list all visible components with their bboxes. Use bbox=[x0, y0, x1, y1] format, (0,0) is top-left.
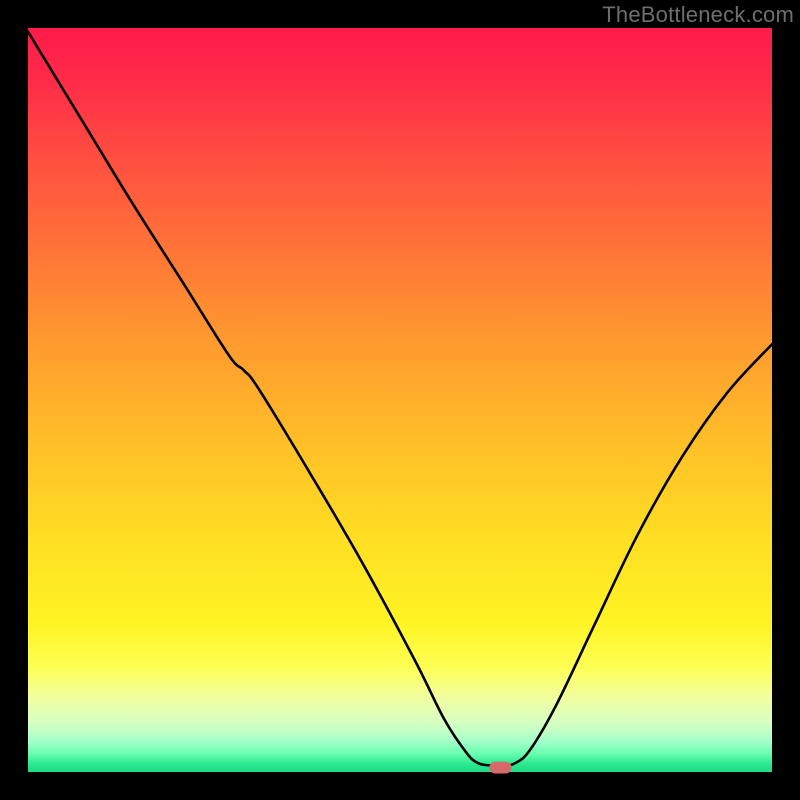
optimal-marker bbox=[489, 762, 511, 774]
chart-gradient-bg bbox=[28, 28, 772, 772]
chart-root: TheBottleneck.com bbox=[0, 0, 800, 800]
watermark-text: TheBottleneck.com bbox=[602, 2, 794, 28]
bottleneck-chart bbox=[0, 0, 800, 800]
